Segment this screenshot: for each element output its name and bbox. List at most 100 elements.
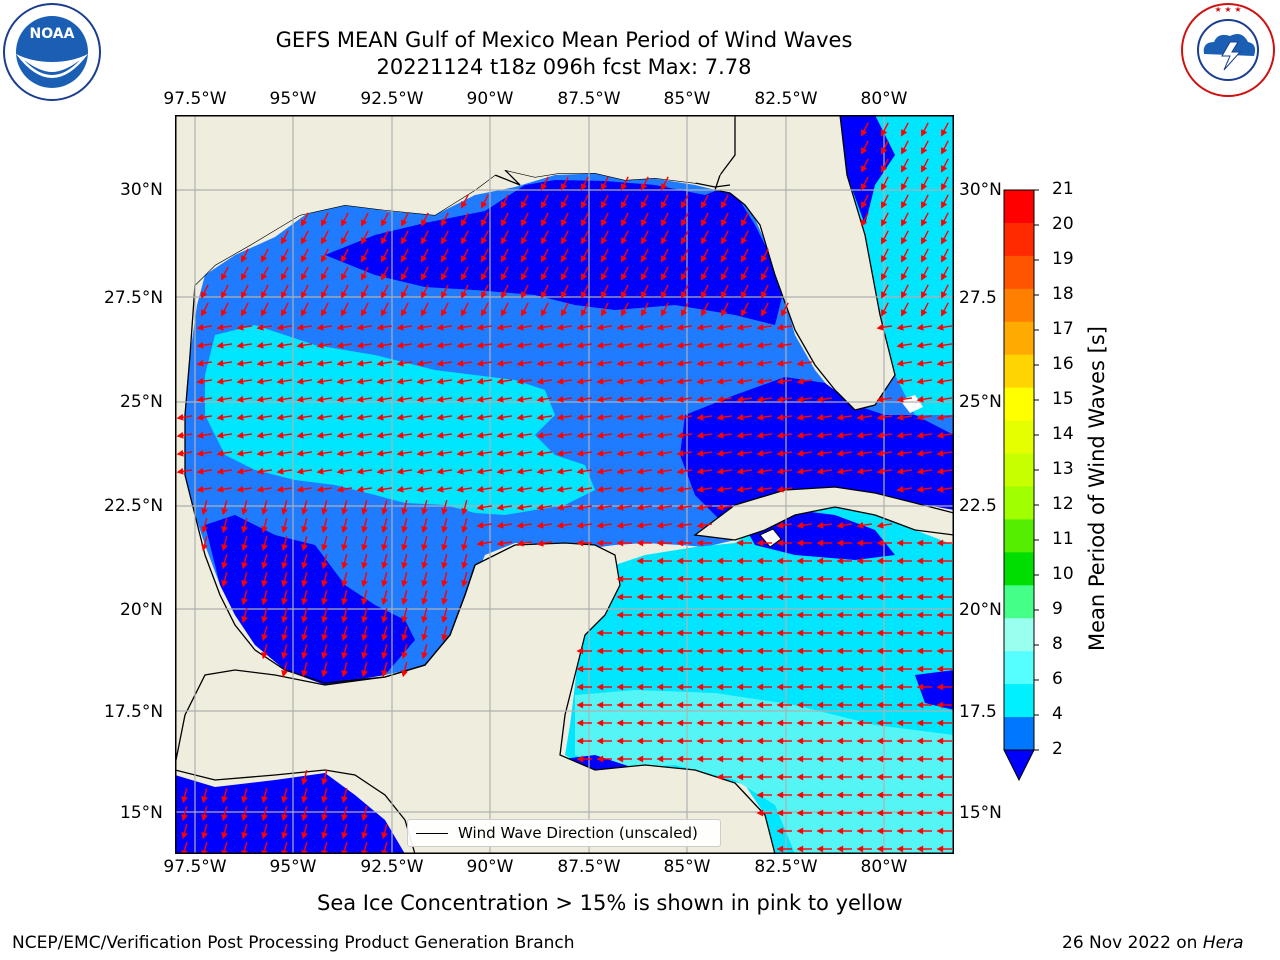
wind-arrow-head (196, 395, 204, 403)
wind-arrow-head (676, 593, 684, 601)
wind-arrow-head (576, 755, 584, 763)
wind-arrow-head (781, 309, 788, 317)
wind-arrow-head (241, 813, 248, 822)
wind-arrow-head (496, 449, 504, 457)
wind-arrow-head (756, 719, 764, 727)
wind-arrow-head (236, 323, 244, 331)
wind-arrow-head (656, 503, 664, 511)
wind-arrow-head (916, 593, 924, 601)
wind-arrow-head (601, 255, 608, 263)
wind-arrow-head (876, 323, 884, 331)
wind-arrow-head (896, 809, 904, 817)
wind-arrow-head (236, 413, 244, 421)
wind-arrow-head (321, 507, 328, 516)
wind-arrow-head (381, 633, 388, 642)
lon-label-top-82.5: 82.5°W (754, 89, 818, 109)
wind-arrow-head (696, 521, 704, 529)
wind-arrow-head (741, 255, 748, 263)
wind-arrow-head (776, 665, 784, 673)
wind-arrow-head (616, 341, 624, 349)
wind-arrow-head (401, 543, 408, 552)
wind-arrow-head (656, 485, 664, 493)
wind-arrow-head (636, 485, 644, 493)
wind-arrow-head (796, 827, 804, 835)
wind-arrow-head (261, 309, 268, 317)
wind-arrow-head (736, 773, 744, 781)
wind-arrow-head (696, 431, 704, 439)
wind-arrow-head (476, 449, 484, 457)
wind-arrow-head (221, 579, 228, 588)
lon-label-bottom-85: 85°W (663, 857, 711, 877)
wind-arrow-head (876, 557, 884, 565)
wind-arrow-head (456, 467, 464, 475)
wind-arrow-head (936, 593, 944, 601)
wind-arrow-head (776, 845, 784, 853)
wind-arrow-head (816, 809, 824, 817)
wind-arrow-head (636, 503, 644, 511)
wind-arrow-head (716, 341, 724, 349)
noaa-text: NOAA (30, 26, 75, 42)
lat-label-right-27.5: 27.5 (959, 288, 997, 308)
wind-arrow-head (916, 647, 924, 655)
wind-arrow-head (661, 273, 668, 281)
wind-arrow-head (496, 431, 504, 439)
wind-arrow-head (836, 755, 844, 763)
wind-arrow-head (736, 683, 744, 691)
wind-arrow-head (256, 467, 264, 475)
wind-arrow-head (176, 431, 184, 439)
wind-arrow-head (616, 665, 624, 673)
wind-arrow-head (321, 561, 328, 570)
wind-arrow-head (776, 413, 784, 421)
wind-arrow-head (281, 597, 288, 606)
wind-arrow-head (421, 651, 428, 660)
wind-arrow-head (521, 309, 528, 317)
wind-arrow-head (601, 219, 608, 227)
wind-arrow-head (401, 255, 408, 263)
wind-arrow-head (696, 485, 704, 493)
wind-arrow-head (936, 683, 944, 691)
wind-arrow-head (636, 359, 644, 367)
wind-arrow-head (636, 683, 644, 691)
wind-arrow-head (896, 431, 904, 439)
wind-arrow-head (916, 575, 924, 583)
wind-arrow-head (816, 791, 824, 799)
wind-arrow-head (936, 773, 944, 781)
wind-arrow-head (441, 219, 448, 227)
wind-arrow-head (936, 467, 944, 475)
wind-arrow-head (416, 431, 424, 439)
wind-arrow-head (641, 273, 648, 281)
wind-arrow-head (201, 291, 208, 299)
wind-arrow-head (276, 431, 284, 439)
wind-arrow-head (401, 525, 408, 534)
wind-arrow-head (676, 665, 684, 673)
wind-arrow-head (296, 449, 304, 457)
wind-arrow-head (301, 237, 308, 245)
wind-arrow-head (896, 827, 904, 835)
wind-arrow-head (601, 237, 608, 245)
wind-arrow-head (716, 485, 724, 493)
wind-arrow-head (756, 665, 764, 673)
wind-arrow-head (796, 719, 804, 727)
wind-arrow-head (201, 543, 208, 552)
wind-arrow-head (576, 413, 584, 421)
wind-arrow-head (376, 413, 384, 421)
wind-arrow-head (341, 633, 348, 642)
wind-arrow-head (256, 359, 264, 367)
wind-arrow-head (616, 377, 624, 385)
wind-arrow-head (836, 665, 844, 673)
wind-arrow-head (341, 669, 348, 678)
wind-arrow-head (756, 449, 764, 457)
wind-arrow-head (716, 647, 724, 655)
wind-arrow-head (576, 701, 584, 709)
wind-arrow-head (501, 201, 508, 209)
wind-arrow-head (401, 579, 408, 588)
wind-arrow-head (341, 273, 348, 281)
wind-arrow-head (696, 557, 704, 565)
wind-arrow-head (856, 809, 864, 817)
wind-arrow-head (256, 431, 264, 439)
wind-arrow-head (761, 291, 768, 299)
wind-arrow-head (476, 467, 484, 475)
wind-arrow-head (201, 525, 208, 534)
wind-arrow-head (716, 737, 724, 745)
lat-label-left-15: 15°N (120, 803, 163, 823)
